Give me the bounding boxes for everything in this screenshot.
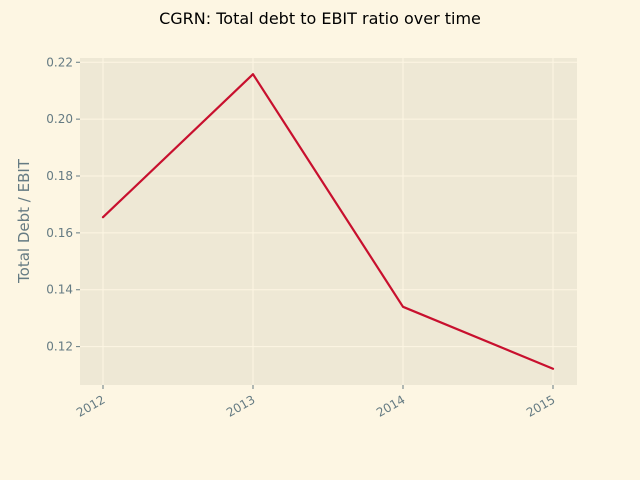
series-line: [101, 73, 555, 370]
y-axis-label: Total Debt / EBIT: [15, 158, 33, 284]
y-axis: 0.12 0.14 0.16 0.18 0.20 0.22: [46, 55, 80, 354]
series-group: [101, 73, 555, 370]
y-tick-label: 0.12: [46, 340, 73, 354]
y-tick-label: 0.16: [46, 226, 73, 240]
y-tick-label: 0.14: [46, 283, 73, 297]
chart-title: CGRN: Total debt to EBIT ratio over time: [159, 9, 481, 28]
y-tick-label: 0.20: [46, 112, 73, 126]
y-tick-label: 0.22: [46, 55, 73, 69]
grid-lines: [80, 58, 577, 385]
y-tick-label: 0.18: [46, 169, 73, 183]
plot-area: [80, 58, 577, 385]
